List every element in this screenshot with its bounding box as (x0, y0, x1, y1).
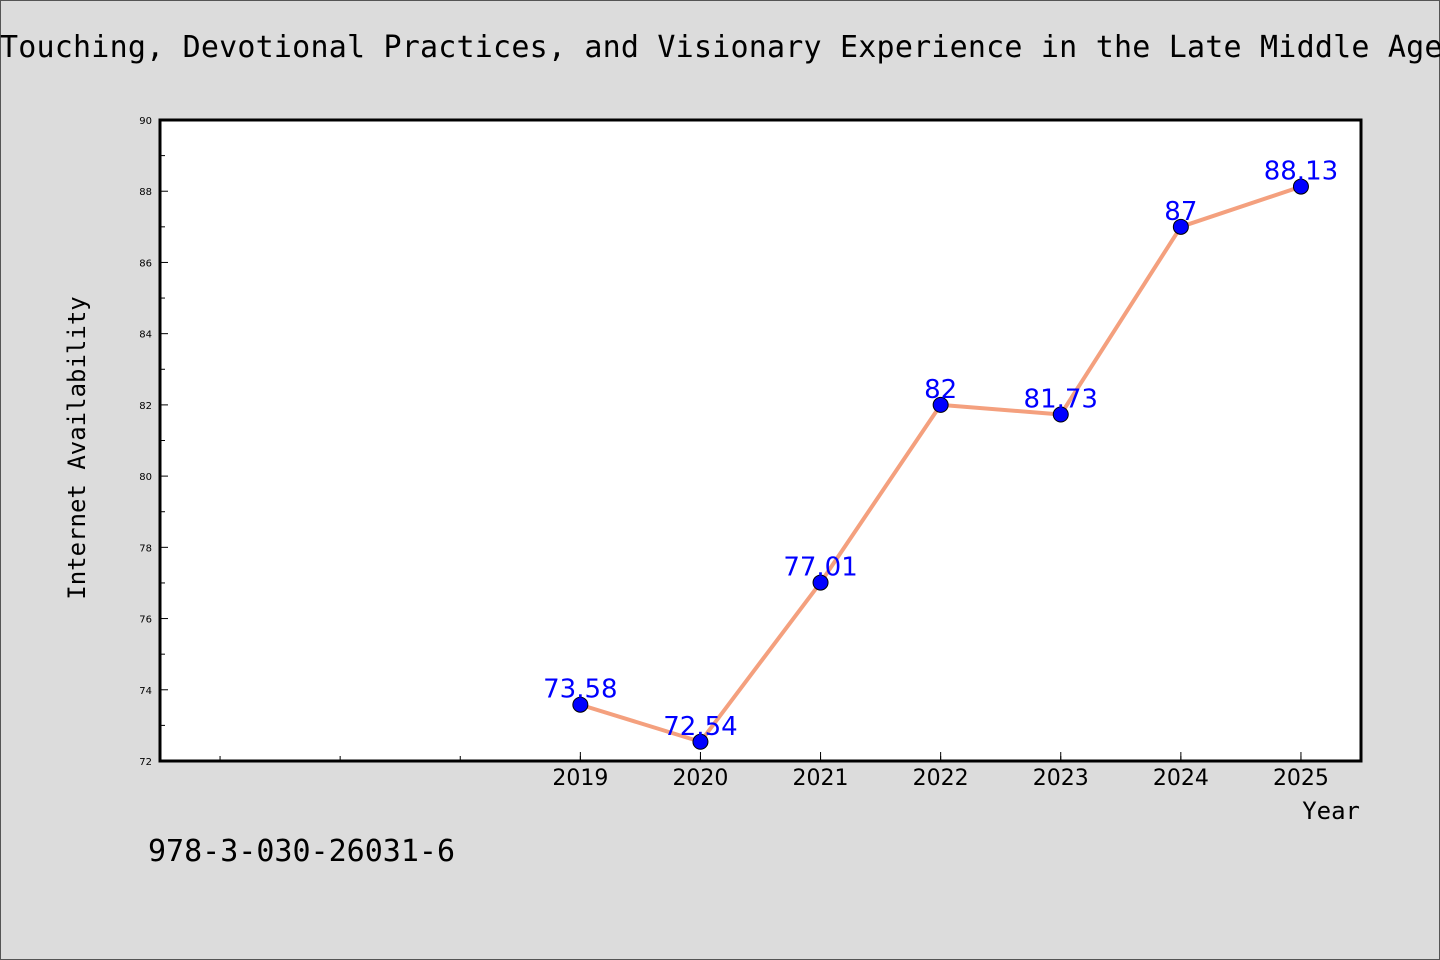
plot-area (160, 120, 1361, 761)
y-tick-label: 84 (139, 330, 152, 341)
data-point (692, 733, 709, 750)
plot-border (158, 118, 1363, 763)
y-tick-label: 78 (139, 543, 152, 554)
y-axis: 72 74 76 78 80 82 84 86 88 90 (139, 116, 168, 768)
isbn-text: 978-3-030-26031-6 (148, 834, 456, 869)
x-tick-label: 2025 (1273, 766, 1329, 791)
data-labels: 73.58 72.54 77.01 82 81.73 87 88.13 (543, 157, 1338, 742)
x-axis: 2019 2020 2021 2022 2023 2024 2025 (219, 752, 1329, 791)
data-point (572, 696, 589, 713)
x-tick-label: 2022 (913, 766, 969, 791)
y-tick-label: 72 (139, 757, 152, 768)
x-axis-label: Year (1302, 797, 1360, 825)
data-label: 82 (924, 375, 957, 405)
x-tick-label: 2021 (793, 766, 849, 791)
y-tick-label: 82 (139, 401, 152, 412)
y-tick-label: 90 (139, 116, 152, 127)
x-tick-label: 2020 (672, 766, 728, 791)
x-tick-label: 2023 (1033, 766, 1089, 791)
y-axis-label: Internet Availability (63, 296, 91, 599)
data-point (812, 574, 829, 591)
chart-title: Touching, Devotional Practices, and Visi… (0, 30, 1440, 65)
data-label: 81.73 (1024, 385, 1098, 415)
data-point (1292, 178, 1309, 195)
data-label: 87 (1164, 197, 1197, 227)
data-label: 72.54 (663, 712, 737, 742)
series-markers (572, 178, 1309, 750)
data-label: 73.58 (543, 675, 617, 705)
y-tick-label: 76 (139, 615, 152, 626)
data-point (1052, 406, 1069, 423)
data-point (932, 396, 949, 413)
x-tick-label: 2024 (1153, 766, 1209, 791)
data-label: 88.13 (1264, 157, 1338, 187)
data-point (1172, 218, 1189, 235)
x-tick-label: 2019 (552, 766, 608, 791)
y-tick-label: 88 (139, 187, 152, 198)
y-tick-label: 74 (139, 686, 152, 697)
y-tick-label: 80 (139, 472, 152, 483)
y-tick-label: 86 (139, 258, 152, 269)
data-label: 77.01 (783, 553, 857, 583)
